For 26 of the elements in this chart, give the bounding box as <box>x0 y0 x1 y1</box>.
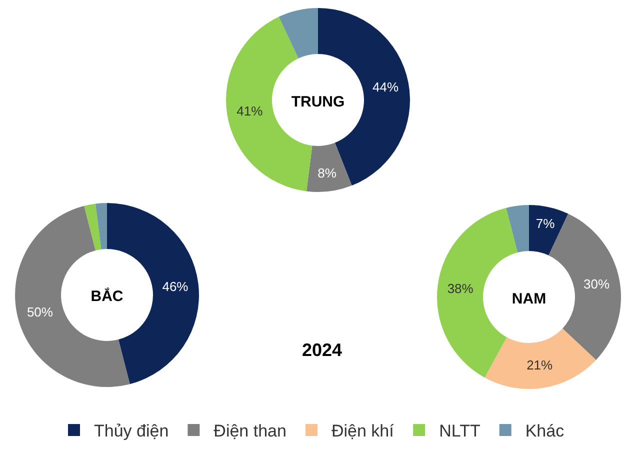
donut-slice <box>278 8 318 58</box>
legend-label: Khác <box>525 422 565 441</box>
legend-label: Điện khí <box>331 422 394 441</box>
donut-slice <box>306 142 352 192</box>
data-label: 38% <box>447 280 474 296</box>
donut-slice <box>15 206 130 387</box>
data-label: 21% <box>526 358 554 373</box>
donut-slice <box>506 205 529 252</box>
legend-label: Thủy điện <box>94 422 169 441</box>
data-label: 7% <box>536 216 556 231</box>
text: 2024 <box>302 340 342 360</box>
data-label: 46% <box>162 278 189 294</box>
data-label: 8% <box>318 166 337 181</box>
data-label: 44% <box>372 80 400 95</box>
data-label: 30% <box>584 276 610 292</box>
text: BẮC <box>90 287 124 305</box>
donut-slice <box>529 205 568 256</box>
legend-label: Điện than <box>214 422 286 441</box>
donut-slice <box>84 204 102 250</box>
donut-slice <box>95 203 107 250</box>
data-label: 41% <box>236 103 264 118</box>
legend-label: NLTT <box>439 422 480 441</box>
donut-slice <box>484 328 596 389</box>
text: NAM <box>512 290 546 308</box>
text: TRUNG <box>291 94 345 110</box>
data-label: 50% <box>26 304 54 320</box>
